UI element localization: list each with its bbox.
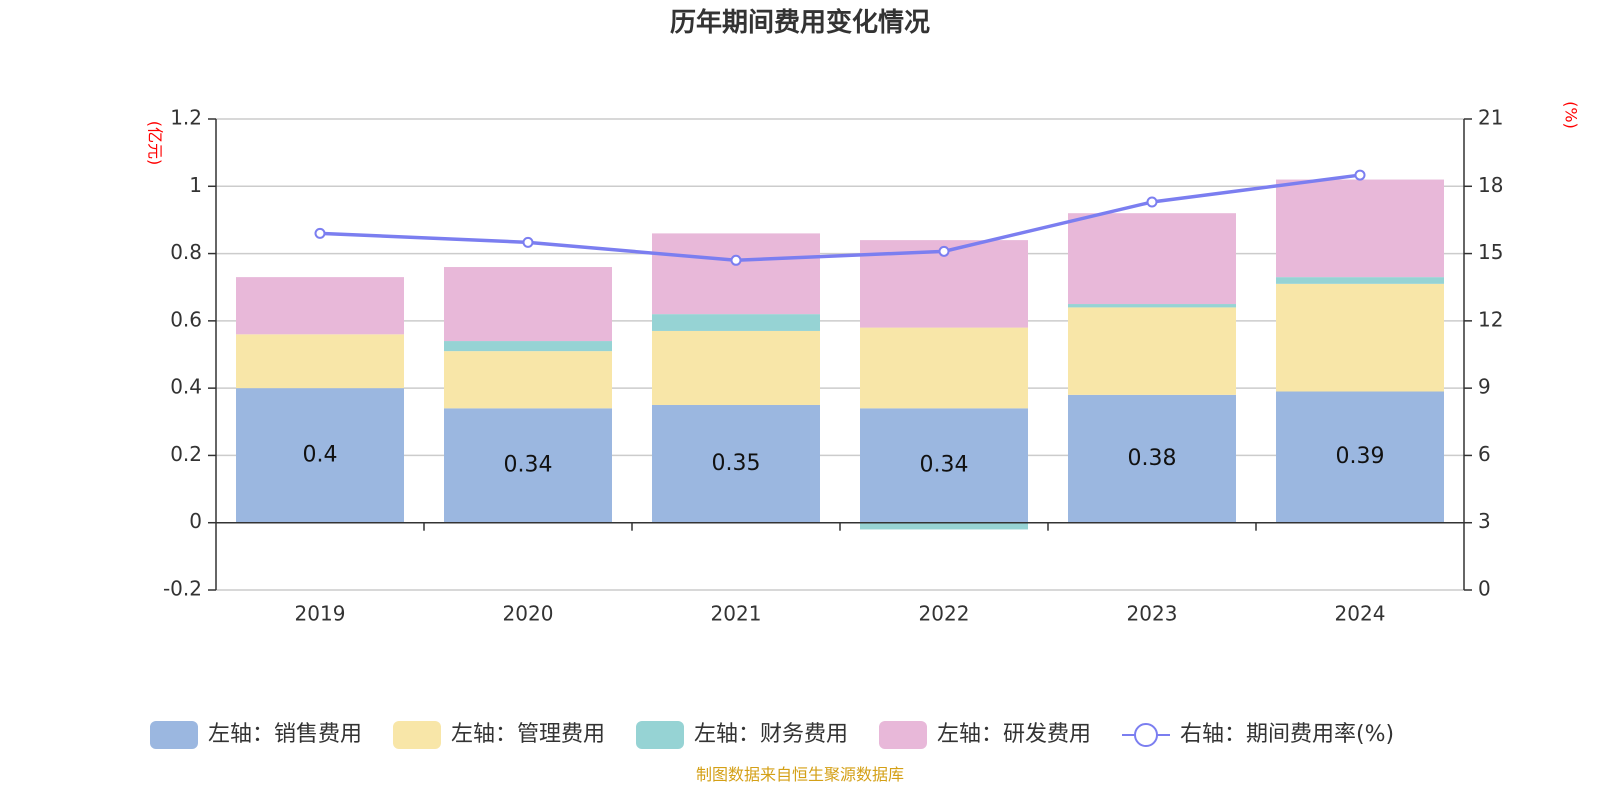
bar-segment bbox=[444, 351, 612, 409]
right-tick-label: 18 bbox=[1478, 173, 1503, 197]
left-tick-label: -0.2 bbox=[163, 577, 202, 601]
legend: 左轴：销售费用 左轴：管理费用 左轴：财务费用 左轴：研发费用 右轴：期间费用率(%) bbox=[150, 721, 1394, 749]
rate-polyline bbox=[319, 173, 1361, 263]
rate-point bbox=[730, 254, 742, 266]
right-tick-label: 9 bbox=[1478, 375, 1491, 399]
bar-segment bbox=[444, 341, 612, 352]
right-tick-label: 3 bbox=[1478, 509, 1491, 533]
bar-segment bbox=[1276, 391, 1444, 523]
legend-label: 左轴：管理费用 bbox=[451, 722, 605, 747]
rate-point bbox=[1354, 169, 1366, 181]
legend-label: 左轴：财务费用 bbox=[694, 722, 848, 747]
left-tick-label: 0.8 bbox=[170, 240, 202, 264]
left-tick-label: 0 bbox=[189, 509, 202, 533]
left-tick-label: 0.2 bbox=[170, 442, 202, 466]
rate-point bbox=[1146, 196, 1158, 208]
bar-segment bbox=[236, 277, 404, 335]
source-note: 制图数据来自恒生聚源数据库 bbox=[696, 765, 904, 784]
axes: -0.2 0 0.2 0.4 0.6 0.8 1 1.2 0 3 6 9 12 15 18 21 2019 202… bbox=[163, 106, 1503, 626]
legend-label: 右轴：期间费用率(%) bbox=[1180, 722, 1394, 747]
data-label: 0.34 bbox=[504, 453, 553, 478]
bar-segment bbox=[1068, 213, 1236, 305]
bar-segment bbox=[652, 404, 820, 523]
x-tick-label: 2022 bbox=[919, 602, 970, 626]
x-tick-label: 2021 bbox=[711, 602, 762, 626]
left-tick-label: 0.6 bbox=[170, 307, 202, 331]
bar-segment bbox=[1068, 304, 1236, 308]
left-tick-label: 0.4 bbox=[170, 375, 202, 399]
right-tick-label: 6 bbox=[1478, 442, 1491, 466]
bar-segment bbox=[652, 233, 820, 315]
right-tick-label: 15 bbox=[1478, 240, 1503, 264]
rate-point bbox=[314, 227, 326, 239]
legend-marker bbox=[1134, 723, 1158, 747]
bar-segment bbox=[444, 408, 612, 523]
data-label: 0.34 bbox=[920, 453, 969, 478]
right-tick-label: 0 bbox=[1478, 577, 1491, 601]
grid-lines bbox=[216, 118, 1464, 591]
data-label: 0.38 bbox=[1128, 446, 1177, 471]
bar-segment bbox=[444, 267, 612, 342]
data-label: 0.4 bbox=[303, 442, 338, 467]
rate-point bbox=[522, 236, 534, 248]
legend-label: 左轴：销售费用 bbox=[208, 722, 362, 747]
bar-segment bbox=[236, 388, 404, 523]
left-axis-unit: (亿元) bbox=[146, 121, 165, 166]
bar-segment bbox=[652, 330, 820, 405]
right-axis-unit: (%) bbox=[1562, 101, 1581, 129]
data-labels: 0.4 0.34 0.35 0.34 0.38 0.39 bbox=[303, 442, 1385, 477]
right-tick-label: 21 bbox=[1478, 106, 1503, 130]
legend-label: 左轴：研发费用 bbox=[937, 722, 1091, 747]
data-label: 0.39 bbox=[1336, 444, 1385, 469]
bars bbox=[236, 179, 1444, 530]
bar-segment bbox=[236, 334, 404, 389]
legend-swatch bbox=[636, 721, 684, 749]
bar-segment bbox=[860, 327, 1028, 409]
legend-swatch bbox=[150, 721, 198, 749]
left-tick-label: 1.2 bbox=[170, 106, 202, 130]
bar-segment bbox=[1276, 179, 1444, 278]
bar-segment bbox=[1276, 277, 1444, 284]
data-label: 0.35 bbox=[712, 451, 761, 476]
bar-segment bbox=[1068, 394, 1236, 523]
rate-line bbox=[314, 169, 1366, 266]
x-tick-label: 2023 bbox=[1127, 602, 1178, 626]
bar-segment bbox=[860, 408, 1028, 523]
bar-segment bbox=[1068, 307, 1236, 395]
bar-segment bbox=[652, 314, 820, 331]
left-tick-label: 1 bbox=[189, 173, 202, 197]
bar-segment bbox=[860, 522, 1028, 530]
rate-point bbox=[938, 245, 950, 257]
x-tick-label: 2020 bbox=[503, 602, 554, 626]
legend-swatch bbox=[879, 721, 927, 749]
chart-title: 历年期间费用变化情况 bbox=[670, 7, 930, 38]
right-tick-label: 12 bbox=[1478, 307, 1503, 331]
legend-swatch bbox=[393, 721, 441, 749]
x-tick-label: 2024 bbox=[1335, 602, 1386, 626]
x-tick-label: 2019 bbox=[295, 602, 346, 626]
bar-segment bbox=[1276, 283, 1444, 392]
